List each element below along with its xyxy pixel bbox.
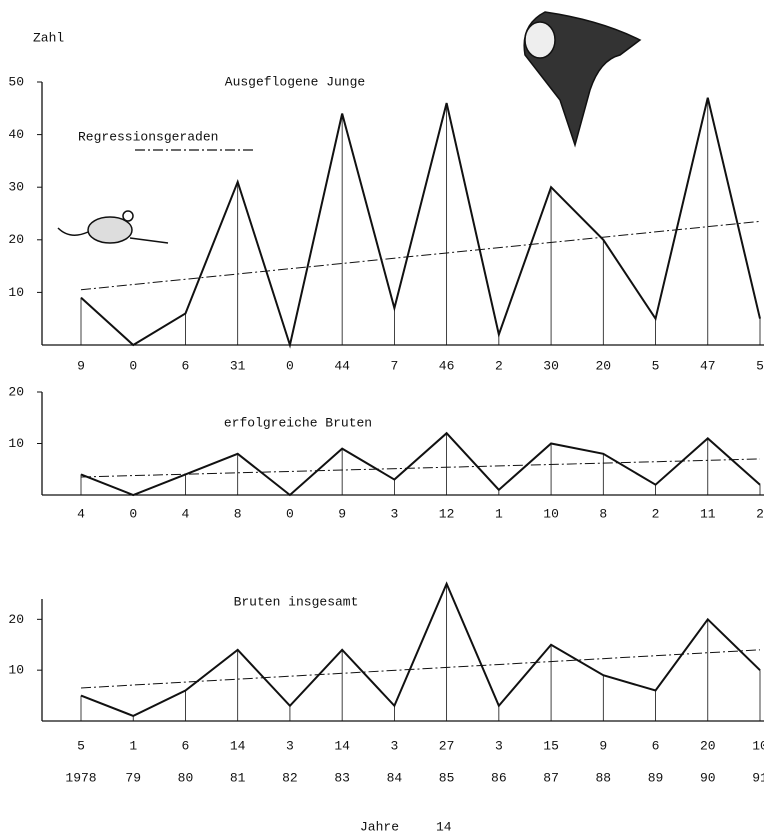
data-label: 7 bbox=[390, 358, 398, 373]
data-label: 9 bbox=[338, 506, 346, 521]
data-label: 47 bbox=[700, 358, 716, 373]
owl-drawing bbox=[524, 12, 640, 145]
x-tick-label: 1978 bbox=[65, 770, 96, 785]
data-label: 15 bbox=[543, 738, 559, 753]
data-label: 4 bbox=[77, 506, 85, 521]
data-label: 5 bbox=[652, 358, 660, 373]
y-tick-label: 30 bbox=[8, 180, 24, 195]
data-label: 14 bbox=[230, 738, 246, 753]
chart-title: erfolgreiche Bruten bbox=[224, 415, 372, 430]
data-label: 30 bbox=[543, 358, 559, 373]
data-label: 20 bbox=[596, 358, 612, 373]
y-tick-label: 20 bbox=[8, 384, 24, 399]
regression-line bbox=[81, 221, 760, 289]
chart: Zahl Regressionsgeraden Jahre 14 Ausgefl… bbox=[0, 0, 764, 833]
data-label: 4 bbox=[182, 506, 190, 521]
page-number: 14 bbox=[436, 819, 452, 833]
data-label: 5 bbox=[756, 358, 764, 373]
data-label: 6 bbox=[652, 738, 660, 753]
x-tick-label: 91 bbox=[752, 770, 764, 785]
data-label: 2 bbox=[756, 506, 764, 521]
data-label: 3 bbox=[286, 738, 294, 753]
legend-label: Regressionsgeraden bbox=[78, 129, 218, 144]
x-tick-label: 89 bbox=[648, 770, 664, 785]
x-axis-label: Jahre bbox=[360, 819, 399, 833]
x-tick-label: 87 bbox=[543, 770, 559, 785]
data-label: 27 bbox=[439, 738, 455, 753]
y-tick-label: 40 bbox=[8, 127, 24, 142]
data-label: 8 bbox=[234, 506, 242, 521]
data-label: 2 bbox=[495, 358, 503, 373]
data-label: 11 bbox=[700, 506, 716, 521]
data-line bbox=[81, 584, 760, 716]
regression-line bbox=[81, 650, 760, 688]
data-label: 9 bbox=[599, 738, 607, 753]
x-tick-label: 79 bbox=[125, 770, 141, 785]
data-label: 3 bbox=[390, 506, 398, 521]
x-tick-label: 83 bbox=[334, 770, 350, 785]
y-tick-label: 20 bbox=[8, 612, 24, 627]
data-label: 6 bbox=[182, 738, 190, 753]
data-label: 0 bbox=[286, 506, 294, 521]
data-label: 46 bbox=[439, 358, 455, 373]
y-tick-label: 50 bbox=[8, 74, 24, 89]
x-tick-label: 81 bbox=[230, 770, 246, 785]
data-label: 10 bbox=[752, 738, 764, 753]
x-tick-label: 86 bbox=[491, 770, 507, 785]
x-tick-label: 90 bbox=[700, 770, 716, 785]
data-label: 2 bbox=[652, 506, 660, 521]
data-label: 14 bbox=[334, 738, 350, 753]
data-label: 8 bbox=[599, 506, 607, 521]
y-tick-label: 20 bbox=[8, 232, 24, 247]
data-label: 44 bbox=[334, 358, 350, 373]
data-label: 31 bbox=[230, 358, 246, 373]
x-tick-label: 88 bbox=[596, 770, 612, 785]
data-label: 6 bbox=[182, 358, 190, 373]
chart-title: Bruten insgesamt bbox=[234, 594, 359, 609]
y-tick-label: 10 bbox=[8, 663, 24, 678]
data-label: 1 bbox=[495, 506, 503, 521]
x-tick-label: 80 bbox=[178, 770, 194, 785]
y-tick-label: 10 bbox=[8, 285, 24, 300]
regression-line bbox=[81, 459, 760, 477]
x-tick-label: 84 bbox=[387, 770, 403, 785]
y-axis-label: Zahl bbox=[33, 30, 64, 45]
data-label: 1 bbox=[129, 738, 137, 753]
chart-title: Ausgeflogene Junge bbox=[225, 74, 365, 89]
data-label: 5 bbox=[77, 738, 85, 753]
x-tick-label: 82 bbox=[282, 770, 298, 785]
data-label: 3 bbox=[495, 738, 503, 753]
data-label: 0 bbox=[129, 506, 137, 521]
data-label: 10 bbox=[543, 506, 559, 521]
data-label: 9 bbox=[77, 358, 85, 373]
x-tick-label: 85 bbox=[439, 770, 455, 785]
data-label: 12 bbox=[439, 506, 455, 521]
data-label: 0 bbox=[286, 358, 294, 373]
data-label: 3 bbox=[390, 738, 398, 753]
y-tick-label: 10 bbox=[8, 436, 24, 451]
data-label: 0 bbox=[129, 358, 137, 373]
mouse-drawing bbox=[58, 211, 168, 243]
data-label: 20 bbox=[700, 738, 716, 753]
data-line bbox=[81, 433, 760, 495]
